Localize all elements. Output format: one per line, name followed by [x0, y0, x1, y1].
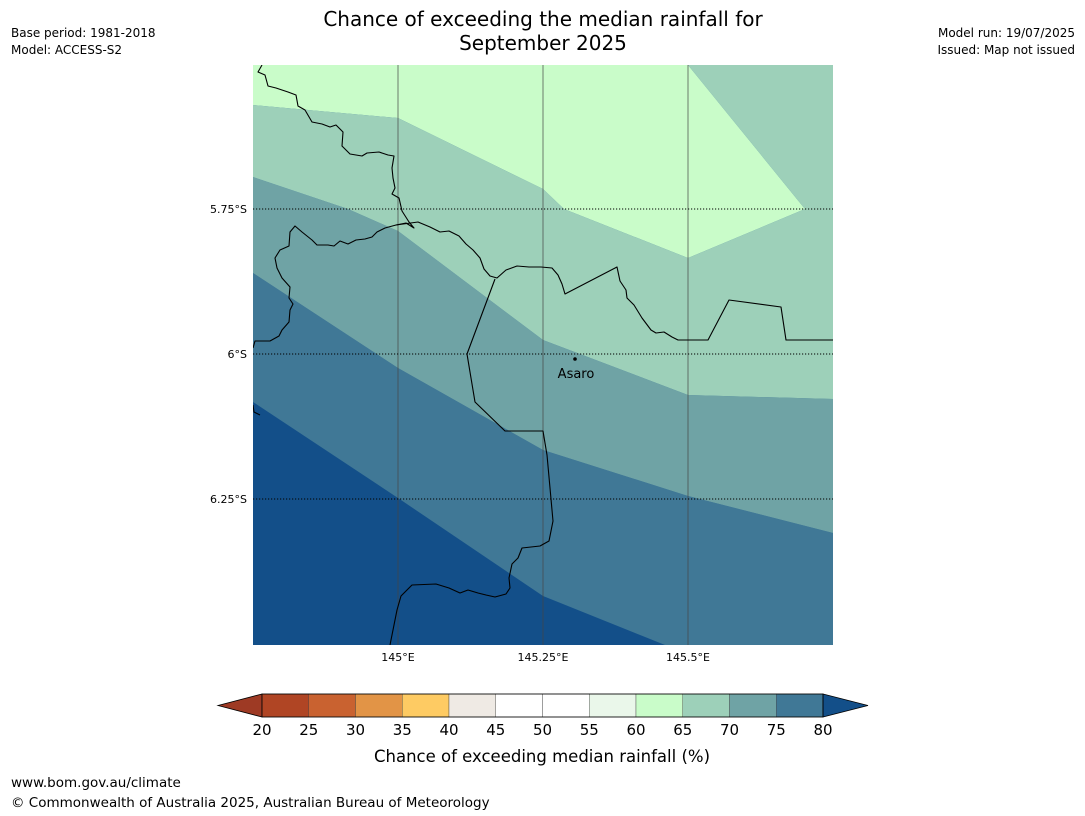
colorbar-segment: [776, 693, 824, 718]
colorbar-segment: [542, 693, 590, 718]
footer: www.bom.gov.au/climate © Commonwealth of…: [11, 773, 490, 813]
map-title-line-1: Chance of exceeding the median rainfall …: [323, 7, 763, 31]
colorbar-tick-label: 65: [673, 721, 692, 739]
model-run-text: Model run: 19/07/2025: [937, 26, 1075, 40]
border-south-central: [389, 278, 554, 645]
colorbar-tick-label: 25: [299, 721, 318, 739]
colorbar-tick-label: 80: [813, 721, 832, 739]
colorbar-legend: 20 25 30 35 40 45 50 55 60 65 70 75 80 Chance of exc…: [216, 693, 869, 766]
map-metadata-left: Base period: 1981-2018 Model: ACCESS-S2: [11, 25, 156, 59]
rainfall-map: 5.75°S 6°S 6.25°S 145°E 145.25°E 145.5°E…: [210, 65, 869, 766]
lon-label-145-25e: 145.25°E: [518, 651, 569, 664]
parallel-lines: [253, 208, 833, 500]
colorbar-tick-label: 60: [626, 721, 645, 739]
colorbar-tick-label: 75: [767, 721, 786, 739]
longitude-labels: 145°E 145.25°E 145.5°E: [381, 651, 710, 664]
colorbar-extend-low: [216, 693, 263, 718]
colorbar-tick-label: 55: [580, 721, 599, 739]
colorbar-segment: [355, 693, 403, 718]
colorbar-segment: [308, 693, 356, 718]
map-title: Chance of exceeding the median rainfall …: [243, 7, 843, 55]
meridian-lines: [397, 65, 689, 645]
colorbar-segment: [729, 693, 777, 718]
colorbar-tick-label: 40: [439, 721, 458, 739]
issued-text: Issued: Map not issued: [937, 43, 1075, 57]
colorbar-segment: [448, 693, 496, 718]
map-plot-area: [253, 65, 833, 645]
lon-label-145e: 145°E: [381, 651, 414, 664]
lat-label-6-25s: 6.25°S: [210, 493, 247, 506]
colorbar-tick-label: 45: [486, 721, 505, 739]
zone-55-60-percent: [253, 65, 805, 258]
colorbar-extend-high: [822, 693, 869, 718]
map-metadata-right: Model run: 19/07/2025 Issued: Map not is…: [937, 25, 1075, 59]
place-marker-asaro: Asaro: [558, 357, 595, 382]
colorbar-outline: [261, 693, 824, 718]
base-period-text: Base period: 1981-2018: [11, 26, 156, 40]
province-borders: [253, 65, 833, 645]
model-text: Model: ACCESS-S2: [11, 43, 123, 57]
lat-label-6s: 6°S: [228, 348, 247, 361]
colorbar-tick-label: 20: [252, 721, 271, 739]
lat-label-5-75s: 5.75°S: [210, 203, 247, 216]
latitude-labels: 5.75°S 6°S 6.25°S: [210, 203, 247, 506]
colorbar-segment: [261, 693, 309, 718]
border-south-west-stub: [253, 404, 261, 416]
colorbar-tick-label: 30: [346, 721, 365, 739]
colorbar-segment: [495, 693, 543, 718]
colorbar-segment: [635, 693, 683, 718]
border-north-east: [395, 221, 833, 341]
location-dot-icon: [573, 357, 577, 361]
lon-label-145-5e: 145.5°E: [666, 651, 710, 664]
map-title-line-2: September 2025: [459, 31, 627, 55]
colorbar-tick-label: 50: [533, 721, 552, 739]
footer-copyright: © Commonwealth of Australia 2025, Austra…: [11, 795, 490, 811]
colorbar-tick-label: 70: [720, 721, 739, 739]
colorbar-tick-label: 35: [393, 721, 412, 739]
colorbar-label: Chance of exceeding median rainfall (%): [374, 747, 710, 766]
footer-url: www.bom.gov.au/climate: [11, 775, 181, 791]
colorbar-segment: [589, 693, 637, 718]
place-label-asaro: Asaro: [558, 367, 595, 382]
colorbar-segment: [682, 693, 730, 718]
colorbar-segment: [402, 693, 450, 718]
